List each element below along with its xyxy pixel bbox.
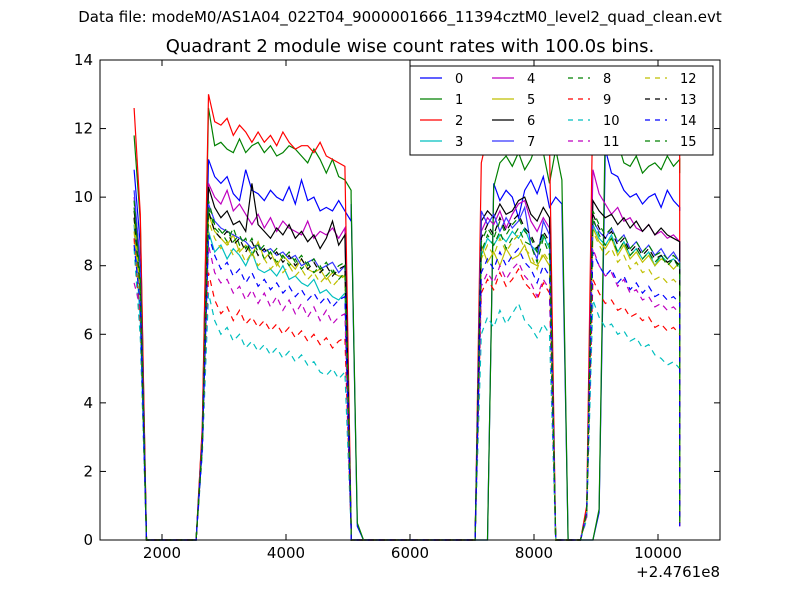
series-line-7 <box>133 190 681 541</box>
x-tick-label: 4000 <box>267 544 305 562</box>
legend-label-3: 3 <box>455 135 463 150</box>
y-tick-label: 10 <box>74 188 93 206</box>
figure-suptitle: Data file: modeM0/AS1A04_022T04_90000016… <box>78 8 722 26</box>
series-line-2 <box>133 94 681 541</box>
chart-title: Quadrant 2 module wise count rates with … <box>165 36 655 57</box>
legend-label-1: 1 <box>455 93 463 108</box>
legend-label-4: 4 <box>527 72 535 87</box>
x-offset-label: +2.4761e8 <box>636 563 720 581</box>
y-tick-label: 4 <box>83 394 93 412</box>
legend-label-7: 7 <box>527 135 535 150</box>
x-tick-label: 8000 <box>515 544 553 562</box>
legend-label-0: 0 <box>455 72 463 87</box>
legend-box <box>409 65 714 156</box>
series-line-14 <box>133 234 681 541</box>
series-line-3 <box>133 224 681 541</box>
y-tick-label: 12 <box>74 120 93 138</box>
legend-label-6: 6 <box>527 114 535 129</box>
legend-label-10: 10 <box>603 114 620 129</box>
x-tick-label: 6000 <box>391 544 429 562</box>
y-tick-label: 2 <box>83 462 93 480</box>
series-line-11 <box>133 244 681 541</box>
legend-label-9: 9 <box>603 93 611 108</box>
series-line-12 <box>133 220 681 541</box>
series-line-10 <box>133 248 681 541</box>
legend-label-12: 12 <box>680 72 697 87</box>
y-tick-label: 6 <box>83 325 93 343</box>
legend-label-5: 5 <box>527 93 535 108</box>
legend-label-11: 11 <box>603 135 620 150</box>
series-line-9 <box>133 238 681 541</box>
x-tick-label: 10000 <box>634 544 682 562</box>
y-tick-label: 14 <box>74 51 93 69</box>
legend-label-2: 2 <box>455 114 463 129</box>
y-tick-label: 0 <box>83 531 93 549</box>
y-tick-label: 8 <box>83 257 93 275</box>
series-lines <box>133 94 681 541</box>
series-line-13 <box>133 210 681 541</box>
legend-label-13: 13 <box>680 93 697 108</box>
x-tick-label: 2000 <box>143 544 181 562</box>
legend-label-14: 14 <box>680 114 697 129</box>
legend-label-8: 8 <box>603 72 611 87</box>
legend-label-15: 15 <box>680 135 697 150</box>
